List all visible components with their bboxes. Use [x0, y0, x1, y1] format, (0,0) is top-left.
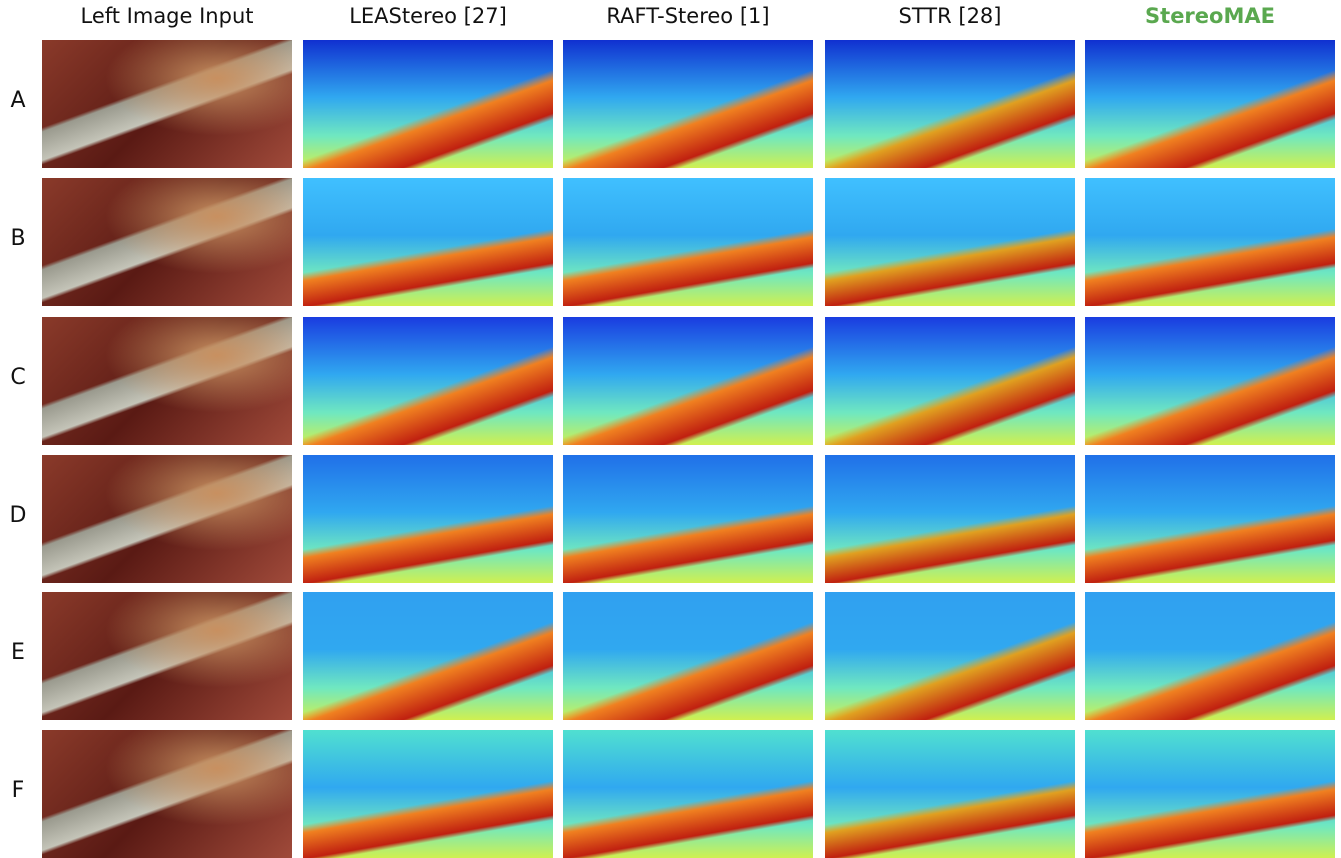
input-image: [42, 592, 292, 720]
disparity-map: [825, 455, 1075, 583]
disparity-map: [563, 592, 813, 720]
row-label: E: [0, 640, 36, 665]
row-label: C: [0, 365, 36, 390]
disparity-map: [303, 730, 553, 858]
column-header: Left Image Input: [37, 4, 297, 28]
disparity-map: [825, 730, 1075, 858]
row-label: D: [0, 503, 36, 528]
disparity-map: [563, 730, 813, 858]
input-image: [42, 730, 292, 858]
column-header: StereoMAE: [1080, 4, 1340, 28]
disparity-map: [563, 317, 813, 445]
column-header: RAFT-Stereo [1]: [558, 4, 818, 28]
column-header: STTR [28]: [820, 4, 1080, 28]
row-label: A: [0, 88, 36, 113]
input-image: [42, 178, 292, 306]
disparity-map: [303, 592, 553, 720]
disparity-map: [563, 178, 813, 306]
disparity-map: [825, 592, 1075, 720]
disparity-map: [563, 40, 813, 168]
disparity-map: [303, 455, 553, 583]
row-label: F: [0, 778, 36, 803]
disparity-map: [1085, 592, 1335, 720]
disparity-map: [1085, 40, 1335, 168]
disparity-map: [825, 178, 1075, 306]
row-label: B: [0, 226, 36, 251]
disparity-map: [303, 317, 553, 445]
disparity-map: [825, 317, 1075, 445]
disparity-map: [563, 455, 813, 583]
disparity-map: [303, 40, 553, 168]
disparity-map: [1085, 730, 1335, 858]
disparity-map: [1085, 317, 1335, 445]
disparity-map: [1085, 178, 1335, 306]
disparity-map: [1085, 455, 1335, 583]
disparity-map: [303, 178, 553, 306]
figure: {"columns": ["Left Image Input", "LEASte…: [0, 0, 1341, 854]
input-image: [42, 317, 292, 445]
column-header: LEAStereo [27]: [298, 4, 558, 28]
input-image: [42, 40, 292, 168]
disparity-map: [825, 40, 1075, 168]
input-image: [42, 455, 292, 583]
